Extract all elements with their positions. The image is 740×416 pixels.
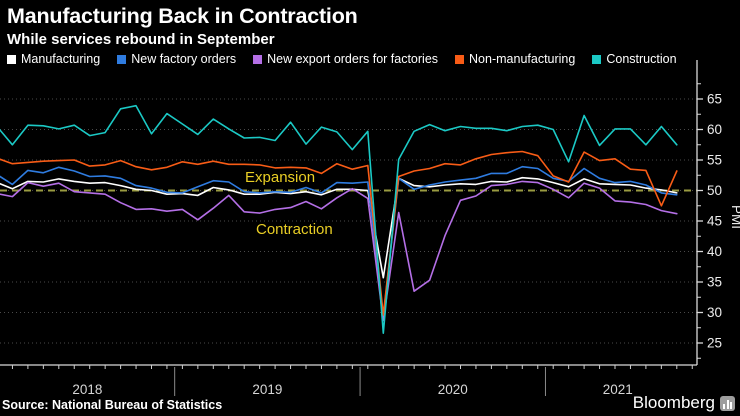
legend-swatch-icon <box>592 54 602 64</box>
legend-label: Non-manufacturing <box>469 52 576 66</box>
legend-swatch-icon <box>117 54 127 64</box>
legend-label: New factory orders <box>131 52 237 66</box>
legend-label: Manufacturing <box>21 52 101 66</box>
svg-text:25: 25 <box>707 336 722 351</box>
svg-text:55: 55 <box>707 153 722 168</box>
chart-title: Manufacturing Back in Contraction <box>7 4 358 28</box>
legend-label: Construction <box>606 52 677 66</box>
legend-item-manufacturing: Manufacturing <box>7 52 100 66</box>
svg-text:2020: 2020 <box>438 382 468 397</box>
bar-chart-icon <box>720 395 735 411</box>
svg-text:65: 65 <box>707 92 722 107</box>
expansion-annotation: Expansion <box>245 169 316 186</box>
source-note: Source: National Bureau of Statistics <box>2 398 223 412</box>
legend-item-new-factory-orders: New factory orders <box>117 52 236 66</box>
legend-swatch-icon <box>253 54 263 64</box>
svg-text:PMI: PMI <box>729 205 740 229</box>
svg-text:2018: 2018 <box>72 382 102 397</box>
bloomberg-logo: Bloomberg <box>633 393 735 413</box>
bloomberg-wordmark: Bloomberg <box>632 393 715 412</box>
chart-subtitle: While services rebound in September <box>7 31 275 48</box>
svg-text:50: 50 <box>707 183 722 198</box>
svg-text:35: 35 <box>707 275 722 290</box>
svg-text:40: 40 <box>707 244 722 259</box>
svg-text:2019: 2019 <box>252 382 282 397</box>
legend-label: New export orders for factories <box>267 52 439 66</box>
legend-item-new-export-orders: New export orders for factories <box>253 52 438 66</box>
chart-legend: Manufacturing New factory orders New exp… <box>7 52 677 66</box>
svg-text:30: 30 <box>707 305 722 320</box>
svg-text:2021: 2021 <box>603 382 633 397</box>
contraction-annotation: Contraction <box>256 221 333 238</box>
legend-item-non-manufacturing: Non-manufacturing <box>455 52 575 66</box>
svg-text:45: 45 <box>707 214 722 229</box>
svg-text:60: 60 <box>707 122 722 137</box>
pmi-line-chart: 25 30 35 40 45 50 55 60 65 2018 2019 2020 2021 PMI <box>0 60 740 397</box>
legend-swatch-icon <box>455 54 465 64</box>
legend-item-construction: Construction <box>592 52 677 66</box>
legend-swatch-icon <box>7 54 16 64</box>
